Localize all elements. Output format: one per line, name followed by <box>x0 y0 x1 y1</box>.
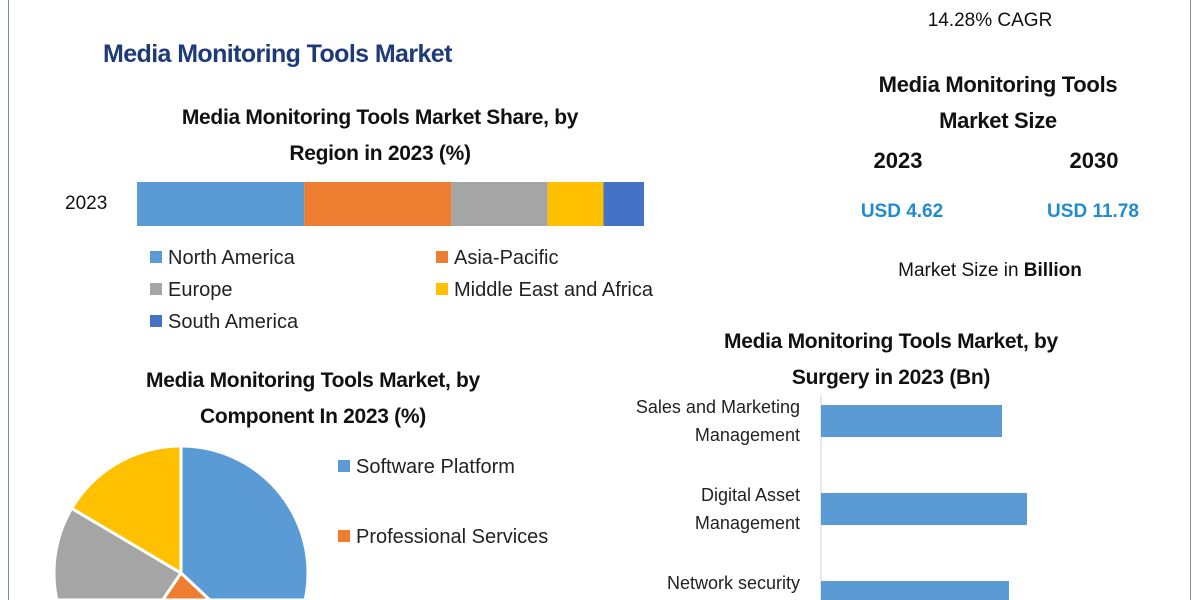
surgery-category-label: Network security <box>667 569 800 597</box>
legend-label: Professional Services <box>356 526 549 548</box>
region-segment-2 <box>451 182 548 226</box>
value-end: USD 11.78 <box>1047 201 1139 222</box>
region-segment-3 <box>547 182 604 226</box>
unit-prefix: Market Size in <box>898 260 1024 281</box>
surgery-chart-title-line1: Media Monitoring Tools Market, by <box>724 330 1058 353</box>
region-legend-item: Middle East and Africa <box>436 279 653 302</box>
region-category-label: 2023 <box>65 193 108 214</box>
component-legend-item: Software Platform <box>338 456 515 479</box>
component-legend-item: Professional Services <box>338 526 548 549</box>
legend-swatch <box>150 283 162 295</box>
unit-text: Market Size in Billion <box>898 260 1082 282</box>
unit-bold: Billion <box>1023 260 1082 281</box>
value-start: USD 4.62 <box>860 201 944 222</box>
legend-swatch <box>436 283 448 295</box>
infographic-frame <box>8 0 1191 600</box>
legend-swatch <box>150 251 162 263</box>
cagr-text: 14.28% CAGR <box>927 10 1053 31</box>
region-legend-item: South America <box>150 311 298 334</box>
year-end: 2030 <box>1069 148 1119 173</box>
surgery-category-label: Sales and Marketing Management <box>636 393 800 449</box>
legend-label: Asia-Pacific <box>454 247 559 269</box>
surgery-bar-1 <box>821 493 1027 525</box>
legend-label: Middle East and Africa <box>454 279 653 301</box>
region-chart-title-line1: Media Monitoring Tools Market Share, by <box>181 106 579 129</box>
surgery-category-label: Digital Asset Management <box>695 481 800 537</box>
pie-slice-1 <box>108 571 276 600</box>
region-segment-1 <box>304 182 452 226</box>
region-segment-4 <box>603 182 644 226</box>
label-line: Management <box>694 425 800 445</box>
year-start: 2023 <box>873 148 923 173</box>
legend-swatch <box>150 315 162 327</box>
label-line: Management <box>694 513 800 533</box>
surgery-bar-0 <box>821 405 1002 437</box>
surgery-chart-title: Media Monitoring Tools Market, by Surger… <box>724 324 1058 396</box>
region-legend-item: Asia-Pacific <box>436 247 558 270</box>
legend-label: Europe <box>168 279 233 301</box>
legend-label: North America <box>168 247 295 269</box>
legend-label: Software Platform <box>356 456 515 478</box>
component-chart-title: Media Monitoring Tools Market, by Compon… <box>146 363 480 435</box>
legend-swatch <box>338 460 350 472</box>
surgery-chart-title-line2: Surgery in 2023 (Bn) <box>791 366 991 389</box>
region-segment-0 <box>137 182 305 226</box>
legend-swatch <box>338 530 350 542</box>
surgery-bar-2 <box>821 581 1009 600</box>
region-legend-item: North America <box>150 247 295 270</box>
market-size-title-line2: Market Size <box>939 108 1057 133</box>
component-chart-title-line2: Component In 2023 (%) <box>200 405 426 428</box>
label-line: Network security <box>666 573 800 593</box>
region-chart-title: Media Monitoring Tools Market Share, by … <box>181 100 579 172</box>
region-chart-title-line2: Region in 2023 (%) <box>289 142 471 165</box>
legend-label: South America <box>168 311 299 333</box>
component-chart-title-line1: Media Monitoring Tools Market, by <box>146 369 480 392</box>
pie-slice-3 <box>70 444 183 575</box>
legend-swatch <box>436 251 448 263</box>
label-line: Sales and Marketing <box>635 397 800 417</box>
market-size-title-line1: Media Monitoring Tools <box>878 72 1118 97</box>
market-size-title: Media Monitoring Tools Market Size <box>879 67 1118 139</box>
page-title: Media Monitoring Tools Market <box>103 40 452 68</box>
region-legend-item: Europe <box>150 279 233 302</box>
label-line: Digital Asset <box>700 485 800 505</box>
